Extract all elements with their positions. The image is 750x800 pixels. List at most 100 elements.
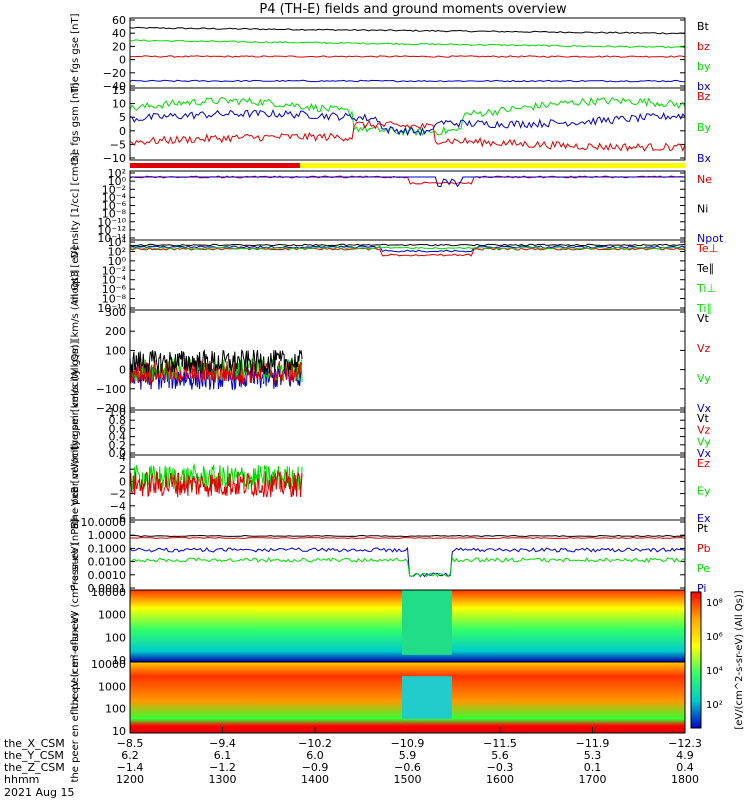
- row-value: −8.5: [117, 737, 144, 750]
- colorbar-tick: 10⁸: [706, 598, 723, 609]
- panel-frame: [129, 170, 686, 241]
- ytick-label: 10⁻¹⁰: [97, 302, 126, 315]
- ytick-label: 0.2: [109, 439, 127, 452]
- ylabel: Pressure [nPa]: [70, 519, 81, 591]
- series-line: [130, 108, 685, 137]
- colorbar-tick: 10⁶: [706, 632, 723, 643]
- legend-entry: Pi: [697, 582, 706, 595]
- ytick-label: 10⁻¹⁰: [97, 216, 126, 229]
- figure-title: P4 (TH-E) fields and ground moments over…: [259, 2, 567, 17]
- panel-frame: [129, 519, 686, 591]
- legend-entry: Vt: [697, 312, 710, 325]
- row-value: −0.6: [394, 761, 421, 774]
- series-line: [130, 96, 685, 137]
- series-line: [130, 176, 685, 188]
- ytick-label: 10⁻⁴: [102, 274, 127, 287]
- series-line: [130, 79, 685, 83]
- ytick-label: 10.0000: [81, 516, 127, 529]
- ytick-label: 10000: [91, 658, 126, 671]
- panel-frame: [129, 409, 686, 456]
- ytick-label: 10⁻⁸: [102, 293, 127, 306]
- series-line: [130, 243, 685, 247]
- ytick-label: 0.6: [109, 422, 127, 435]
- ytick-label: 0.0100: [88, 556, 127, 569]
- ytick-label: −6: [110, 512, 126, 525]
- legend-entry: Bz: [697, 90, 711, 103]
- panel-3: 10²10⁰10⁻²10⁻⁴10⁻⁶10⁻⁸10⁻¹⁰10⁻¹²10⁻¹⁴Den…: [70, 152, 724, 258]
- series-line: [130, 556, 685, 578]
- ytick-label: 100: [105, 703, 126, 716]
- legend-entry: Ne: [697, 173, 712, 186]
- series-line: [130, 536, 685, 540]
- legend-entry: Ez: [697, 457, 710, 470]
- series-line: [130, 359, 303, 386]
- legend-entry: by: [697, 60, 711, 73]
- ytick-label: 10⁻²: [102, 264, 126, 277]
- legend-entry: By: [697, 121, 712, 134]
- ytick-label: 0: [119, 475, 126, 488]
- colorbar-label: [eV/(cm^2-s-sr-eV) (All Qs)]: [734, 590, 745, 729]
- ytick-label: −5: [110, 138, 126, 151]
- series-line: [130, 119, 685, 153]
- ytick-label: −2: [110, 488, 126, 501]
- row-value: 0.4: [676, 761, 694, 774]
- ytick-label: 40: [112, 27, 126, 40]
- status-bar-yellow: [300, 163, 685, 168]
- legend-entry: Ti⊥: [696, 282, 716, 295]
- row-label: the_Z_CSM: [4, 761, 65, 774]
- ytick-label: 0.0: [109, 447, 127, 460]
- row-value: 6.2: [121, 749, 139, 762]
- ytick-label: 0.8: [109, 414, 127, 427]
- legend-entry: Vy: [697, 372, 711, 385]
- ylabel: the peer velocity gsm [km/s (All Qs)]: [70, 340, 81, 524]
- legend-entry: Ni: [697, 203, 708, 216]
- series-line: [130, 534, 685, 538]
- ytick-label: 10⁻¹²: [97, 224, 126, 237]
- legend-entry: Bx: [697, 152, 712, 165]
- row-label: the_Y_CSM: [4, 749, 64, 762]
- series-line: [130, 39, 685, 49]
- row-value: 5.3: [584, 749, 602, 762]
- ytick-label: −10: [103, 152, 126, 165]
- legend-entry: Bt: [697, 20, 710, 33]
- row-value: 6.0: [306, 749, 324, 762]
- row-value: −9.4: [209, 737, 236, 750]
- date-label: 2021 Aug 15: [4, 786, 74, 799]
- x-axis-annotation: the_X_CSM −8.5 −9.4 −10.2 −10.9 −11.5 −11.9 −12…: [4, 727, 702, 786]
- legend-entry: Ey: [697, 485, 711, 498]
- legend-entry: Te⊥: [696, 242, 718, 255]
- ytick-label: 60: [112, 14, 126, 27]
- row-value: 1600: [486, 773, 514, 786]
- ytick-label: 5: [119, 111, 126, 124]
- row-value: −1.2: [209, 761, 236, 774]
- ytick-label: 1.0000: [88, 529, 127, 542]
- ytick-label: 10⁰: [108, 175, 127, 188]
- row-value: 1800: [671, 773, 699, 786]
- ytick-label: 100: [105, 631, 126, 644]
- ytick-label: 10⁻⁶: [102, 283, 127, 296]
- row-value: 1500: [394, 773, 422, 786]
- row-value: 1300: [209, 773, 237, 786]
- ytick-label: 4: [119, 451, 126, 464]
- status-bar-red: [130, 163, 300, 168]
- ytick-label: 1000: [98, 680, 126, 693]
- ytick-label: 2: [119, 463, 126, 476]
- ytick-label: 200: [105, 325, 126, 338]
- ytick-label: 10²: [108, 245, 126, 258]
- row-value: −11.5: [483, 737, 517, 750]
- row-value: 0.1: [584, 761, 602, 774]
- ytick-label: 10⁻⁸: [102, 208, 127, 221]
- ytick-label: 10⁻⁶: [102, 200, 127, 213]
- panel-7: 420−2−4−6 E=−VxB [mV/m] Ez Ey Ex: [70, 446, 711, 529]
- ytick-label: 10²: [108, 167, 126, 180]
- legend-entry: Vy: [697, 435, 711, 448]
- series-line: [130, 469, 303, 498]
- legend-entry: Ex: [697, 512, 711, 525]
- ytick-label: 10⁻¹⁴: [97, 232, 126, 245]
- row-value: −11.9: [576, 737, 610, 750]
- row-value: 6.1: [214, 749, 232, 762]
- ytick-label: 1.0: [109, 406, 127, 419]
- ytick-label: 10000: [91, 586, 126, 599]
- legend-entry: Ti∥: [696, 302, 712, 315]
